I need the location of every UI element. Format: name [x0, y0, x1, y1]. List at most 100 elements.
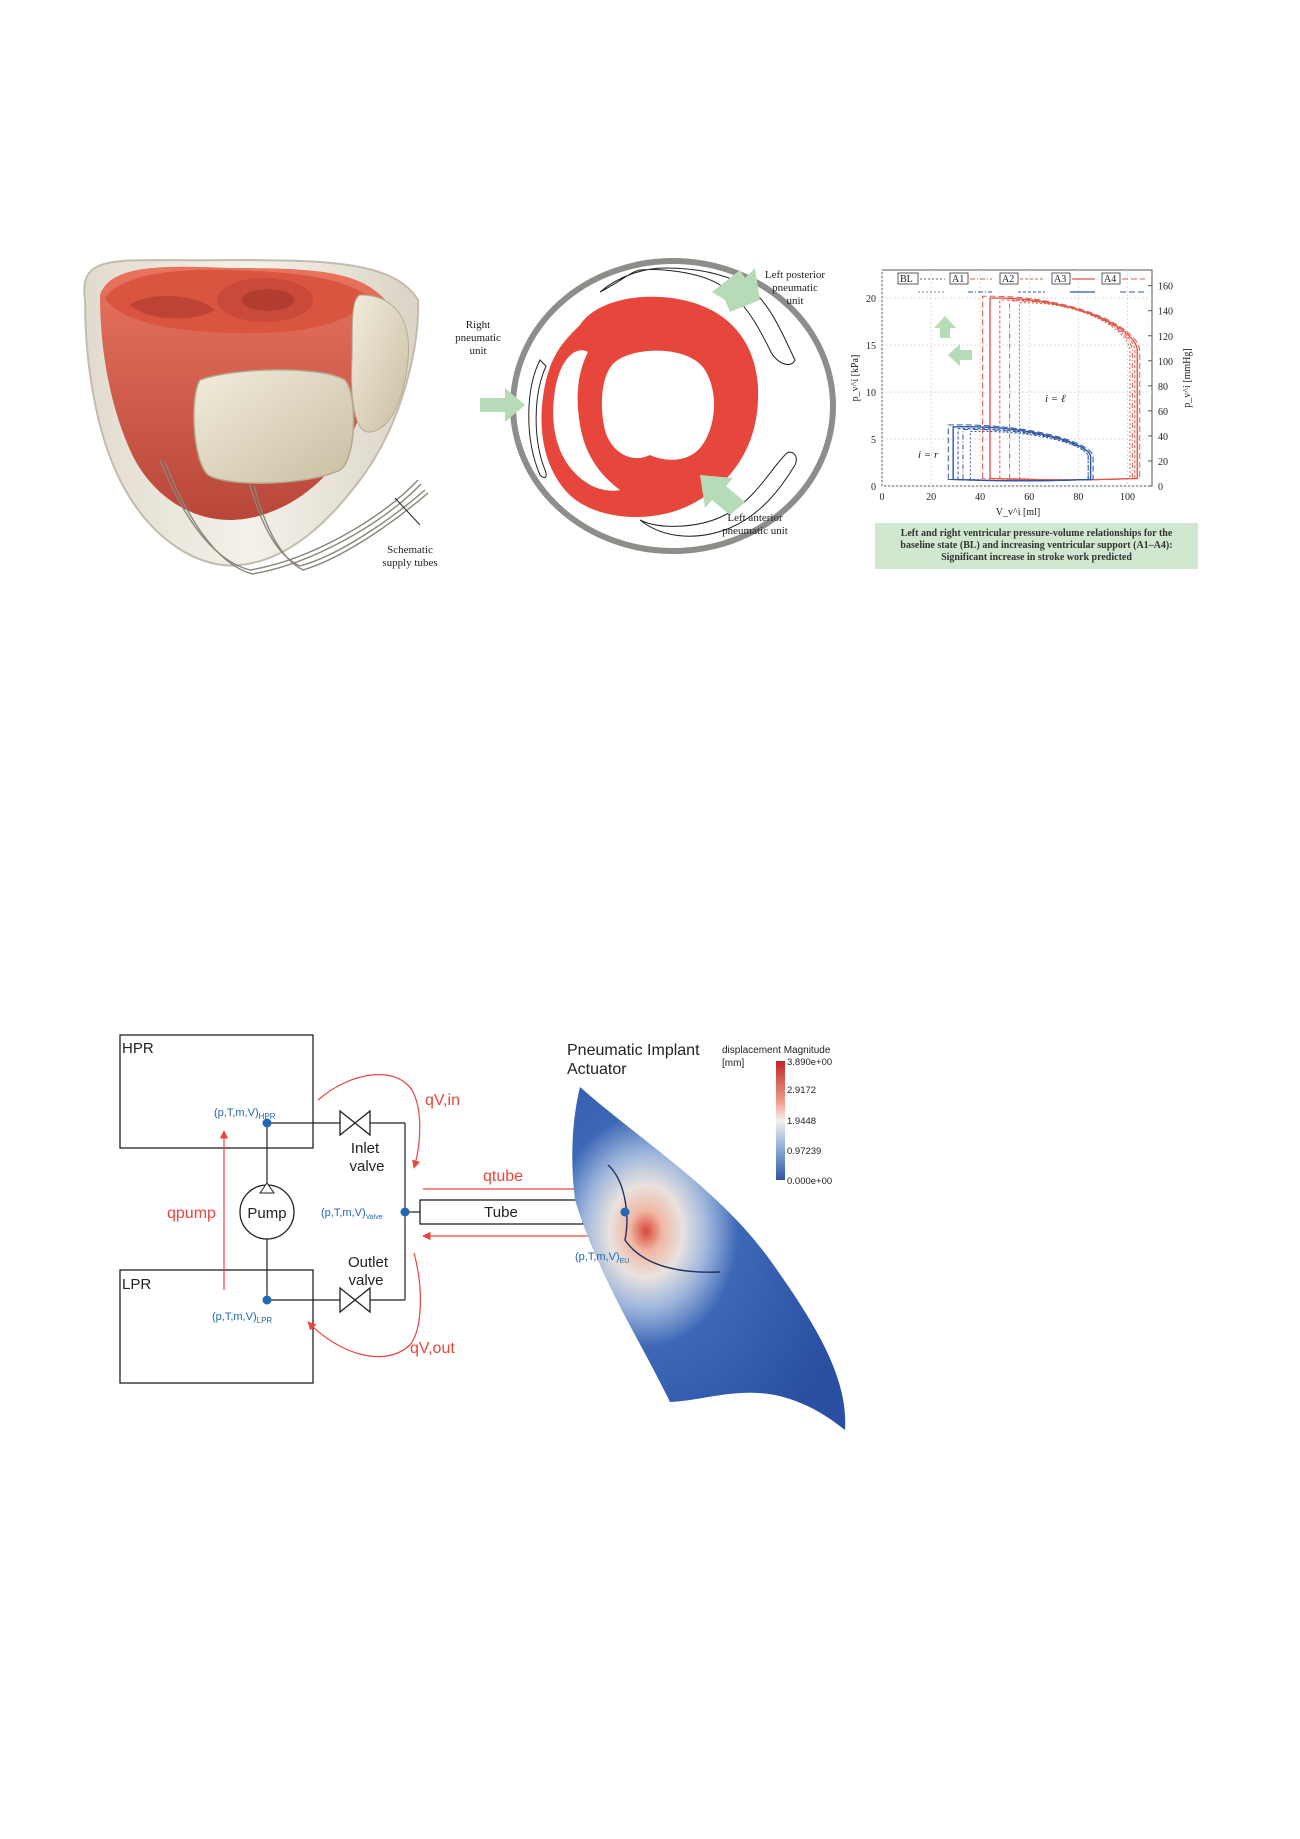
lv-cavity-inner [242, 289, 294, 311]
pump-triangle [259, 1182, 275, 1194]
pneumatic-diagram: HPR LPR Pump Inlet valve Outlet valve Tu… [119, 1034, 846, 1430]
x-tick-label: 80 [1073, 492, 1083, 503]
hpr-node [262, 1118, 272, 1128]
pv-loop-right-a4 [947, 424, 1094, 482]
pneumatic-pad-right [351, 294, 410, 433]
left-anterior-label-1: Left anterior [727, 512, 783, 524]
pump-label: Pump [247, 1205, 286, 1222]
inlet-valve-label-2: valve [349, 1158, 384, 1175]
valve-node [400, 1207, 410, 1217]
y-left-tick-label: 0 [871, 482, 876, 493]
x-tick-label: 100 [1120, 492, 1135, 503]
legend-a2: A2 [1002, 274, 1014, 285]
hpr-state-label: (p,T,m,V)HPR [214, 1107, 276, 1121]
y-right-tick-label: 160 [1158, 282, 1173, 293]
inlet-valve-label-1: Inlet [351, 1140, 380, 1157]
right-unit-label-2: pneumatic [455, 332, 501, 344]
tubes-leader [394, 497, 421, 526]
y-right-tick-label: 60 [1158, 407, 1168, 418]
legend-a4: A4 [1104, 274, 1116, 285]
q-pump-label: qpump [167, 1205, 216, 1222]
actuator-edge-line [607, 1164, 721, 1273]
heart-3d-figure: Schematic supply tubes [83, 258, 438, 575]
pv-loop-left-bl [1018, 302, 1131, 481]
colorbar-tick-1: 2.9172 [787, 1085, 816, 1096]
pipes [266, 1122, 625, 1301]
x-axis-label: V_v^i [ml] [996, 507, 1040, 518]
left-anterior-label-2: pneumatic unit [722, 525, 788, 537]
lv-cavity-section [601, 350, 715, 460]
y-left-tick-label: 10 [866, 388, 876, 399]
lpr-state-label: (p,T,m,V)LPR [212, 1311, 272, 1325]
outlet-valve-label-1: Outlet [348, 1254, 389, 1271]
pv-caption-line-1: Left and right ventricular pressure-volu… [900, 528, 1173, 539]
eu-state-label: (p,T,m,V)EU [575, 1251, 629, 1265]
actuator-title-1: Pneumatic Implant [567, 1042, 700, 1059]
colorbar-tick-2: 1.9448 [787, 1116, 816, 1127]
pv-loop-left-a1 [1009, 300, 1133, 481]
eu-node [620, 1207, 630, 1217]
valve-state-label: (p,T,m,V)Valve [321, 1207, 383, 1221]
right-pad-outline [528, 359, 547, 478]
tube [419, 1199, 584, 1225]
right-unit-label-1: Right [466, 319, 490, 331]
pv-loop-left-a3 [989, 297, 1138, 481]
arrow-left-posterior [712, 268, 760, 312]
rv-cavity [130, 295, 215, 319]
x-tick-label: 60 [1024, 492, 1034, 503]
left-anterior-pad-outline [639, 451, 797, 537]
x-tick-label: 0 [880, 492, 885, 503]
y-right-tick-label: 0 [1158, 482, 1163, 493]
legend-bl: BL [900, 274, 913, 285]
outlet-valve [339, 1286, 371, 1314]
right-unit-label-3: unit [469, 345, 486, 357]
arrow-left-anterior [700, 475, 745, 515]
tubes-label-1: Schematic [387, 544, 433, 556]
pv-caption: Left and right ventricular pressure-volu… [875, 523, 1198, 569]
rv-cavity-section [553, 350, 620, 491]
tubes-label-2: supply tubes [382, 557, 437, 569]
actuator-surface [572, 1087, 846, 1430]
colorbar [776, 1061, 785, 1180]
tube-label: Tube [484, 1204, 518, 1221]
q-tube-label: qtube [483, 1168, 523, 1185]
pv-loop-right-a2 [957, 428, 1092, 482]
y-right-tick-label: 100 [1158, 357, 1173, 368]
colorbar-tick-0: 3.890e+00 [787, 1057, 832, 1068]
left-posterior-label-2: pneumatic [772, 282, 818, 294]
pv-grid [881, 270, 1152, 487]
y-left-label: p_v^i [kPa] [850, 355, 861, 402]
lpr-node [262, 1295, 272, 1305]
left-posterior-pad-outline [599, 267, 796, 365]
pv-caption-line-2: baseline state (BL) and increasing ventr… [900, 540, 1173, 551]
colorbar-tick-4: 0.000e+00 [787, 1176, 832, 1187]
pv-loop-right-a3 [952, 426, 1092, 482]
lpr-label: LPR [122, 1276, 151, 1293]
annotation-right: i = r [918, 449, 939, 461]
y-right-tick-label: 40 [1158, 432, 1168, 443]
x-tick-label: 20 [926, 492, 936, 503]
y-right-tick-label: 20 [1158, 457, 1168, 468]
cross-section-figure: Right pneumatic unit Left posterior pneu… [455, 258, 836, 554]
y-right-tick-label: 120 [1158, 332, 1173, 343]
y-left-tick-label: 5 [871, 435, 876, 446]
colorbar-tick-3: 0.97239 [787, 1146, 821, 1157]
q-in-arrow [317, 1074, 421, 1169]
x-tick-label: 40 [975, 492, 985, 503]
supply-tubes [159, 459, 429, 575]
colorbar-unit: [mm] [722, 1058, 744, 1069]
pv-chart: 0 20 40 60 80 100 0 5 10 15 20 0 20 40 60 80 100 120 140 16… [850, 269, 1193, 518]
q-out-label: qV,out [410, 1340, 455, 1357]
y-right-label: p_v^i [mmHg] [1182, 348, 1193, 407]
colorbar-title: displacement Magnitude [722, 1045, 831, 1056]
y-right-tick-label: 140 [1158, 307, 1173, 318]
pv-loop-left-a4 [982, 295, 1141, 481]
y-left-tick-label: 20 [866, 294, 876, 305]
legend-a1: A1 [952, 274, 964, 285]
outlet-valve-label-2: valve [348, 1272, 383, 1289]
left-posterior-label-3: unit [786, 295, 803, 307]
hpr-box [119, 1034, 314, 1149]
legend-a3: A3 [1054, 274, 1066, 285]
